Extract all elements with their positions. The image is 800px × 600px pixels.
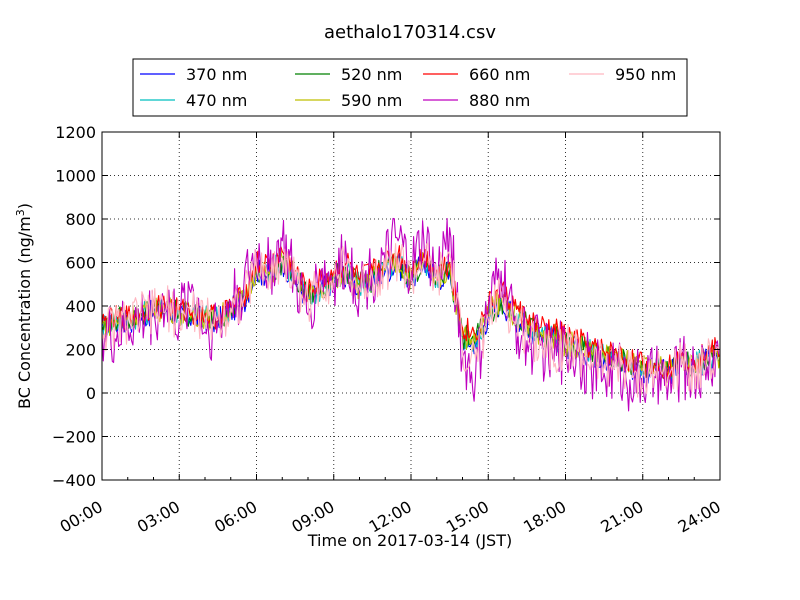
legend-label: 880 nm	[469, 91, 530, 110]
legend: 370 nm 470 nm 520 nm 590 nm 660 nm 880 nm 950 …	[133, 59, 687, 116]
y-tick-label: 600	[65, 254, 96, 273]
legend-label: 660 nm	[469, 65, 530, 84]
y-axis-label: BC Concentration (ng/m3)	[14, 203, 34, 409]
chart: aethalo170314.csv 370 nm 470 nm 520 nm 590 …	[0, 0, 800, 600]
legend-label: 370 nm	[186, 65, 247, 84]
legend-label: 520 nm	[341, 65, 402, 84]
y-axis-label-close: )	[15, 203, 34, 209]
x-axis-label: Time on 2017-03-14 (JST)	[307, 531, 512, 550]
y-tick-label: −200	[52, 428, 96, 447]
chart-title: aethalo170314.csv	[324, 22, 496, 43]
y-tick-label: 200	[65, 341, 96, 360]
legend-label: 590 nm	[341, 91, 402, 110]
y-axis-label-main: BC Concentration (ng/m	[15, 216, 34, 409]
y-tick-label: 0	[86, 384, 96, 403]
legend-label: 470 nm	[186, 91, 247, 110]
y-tick-label: −400	[52, 471, 96, 490]
legend-label: 950 nm	[615, 65, 676, 84]
y-tick-label: 400	[65, 297, 96, 316]
y-tick-label: 1200	[55, 123, 96, 142]
y-tick-label: 800	[65, 210, 96, 229]
y-tick-label: 1000	[55, 167, 96, 186]
y-axis-label-superscript: 3	[14, 209, 27, 216]
